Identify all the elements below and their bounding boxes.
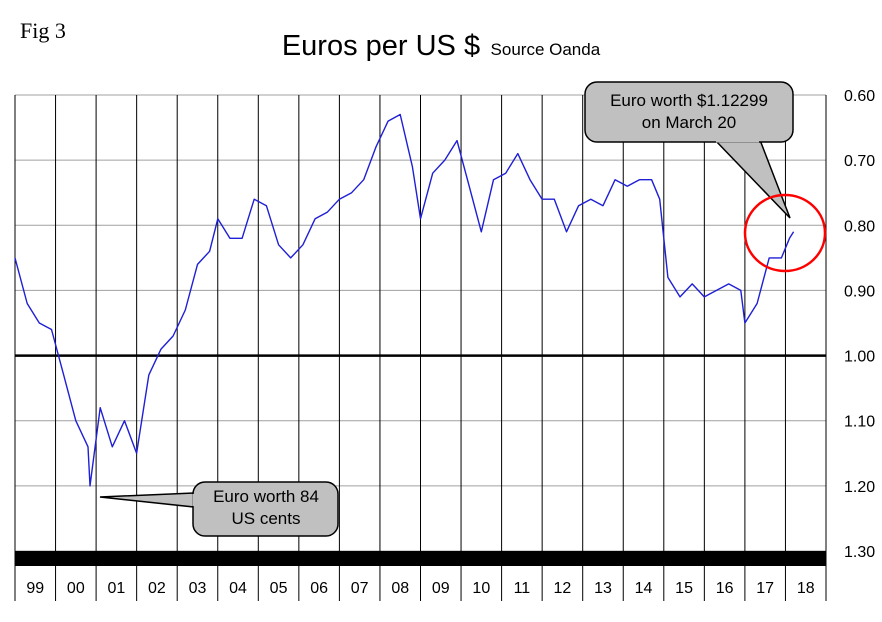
x-tick-label: 08 xyxy=(391,580,409,597)
x-tick-label: 06 xyxy=(310,580,328,597)
x-tick-label: 01 xyxy=(107,580,125,597)
callout-text-line: Euro worth $1.12299 xyxy=(610,91,768,110)
y-tick-label: 0.80 xyxy=(844,218,875,235)
callout-84-cents: Euro worth 84 US cents xyxy=(99,481,339,537)
x-tick-label: 17 xyxy=(756,580,774,597)
y-axis-ticks: 0.60 0.70 0.80 0.90 1.00 1.10 1.20 1.30 xyxy=(844,88,875,561)
callout-box xyxy=(584,81,794,143)
x-tick-label: 12 xyxy=(554,580,572,597)
x-tick-label: 03 xyxy=(189,580,207,597)
x-tick-label: 99 xyxy=(26,580,44,597)
series-line xyxy=(14,113,795,487)
chart-title-block: Euros per US $ Source Oanda xyxy=(0,30,882,63)
callout-pointer xyxy=(713,139,791,219)
x-tick-label: 00 xyxy=(67,580,85,597)
x-tick-label: 14 xyxy=(635,580,653,597)
chart-title: Euros per US $ xyxy=(281,30,481,62)
x-axis-ticks: 99 00 01 02 03 04 05 06 07 08 09 10 11 12 13 14 15 16 17 18 xyxy=(26,580,814,597)
x-tick-label: 04 xyxy=(229,580,247,597)
x-tick-label: 07 xyxy=(351,580,369,597)
y-tick-label: 1.10 xyxy=(844,414,875,431)
callout-pointer xyxy=(99,492,195,508)
highlight-circle xyxy=(743,193,827,273)
x-tick-label: 18 xyxy=(797,580,815,597)
x-tick-label: 09 xyxy=(432,580,450,597)
callout-box xyxy=(192,481,339,537)
x-tick-label: 02 xyxy=(148,580,166,597)
callout-march-20: Euro worth $1.12299 on March 20 xyxy=(584,81,827,273)
y-tick-label: 1.20 xyxy=(844,479,875,496)
x-tick-label: 11 xyxy=(514,580,531,597)
callout-text-line: Euro worth 84 xyxy=(213,487,319,506)
y-tick-label: 1.30 xyxy=(844,544,875,561)
y-tick-label: 0.60 xyxy=(844,88,875,105)
chart-subtitle: Source Oanda xyxy=(490,40,601,59)
x-tick-label: 05 xyxy=(270,580,288,597)
y-tick-label: 0.70 xyxy=(844,153,875,170)
y-tick-label: 0.90 xyxy=(844,283,875,300)
figure-label: Fig 3 xyxy=(20,18,66,43)
callout-text-line: US cents xyxy=(232,509,301,528)
x-tick-label: 15 xyxy=(675,580,693,597)
x-tick-label: 10 xyxy=(472,580,490,597)
y-tick-label: 1.00 xyxy=(844,349,875,366)
x-tick-label: 13 xyxy=(594,580,612,597)
series-group xyxy=(14,113,795,487)
x-axis-black-band xyxy=(15,551,826,566)
callout-text-line: on March 20 xyxy=(642,113,737,132)
x-axis-band xyxy=(15,551,826,566)
grid-lines xyxy=(14,94,827,601)
x-tick-label: 16 xyxy=(716,580,734,597)
